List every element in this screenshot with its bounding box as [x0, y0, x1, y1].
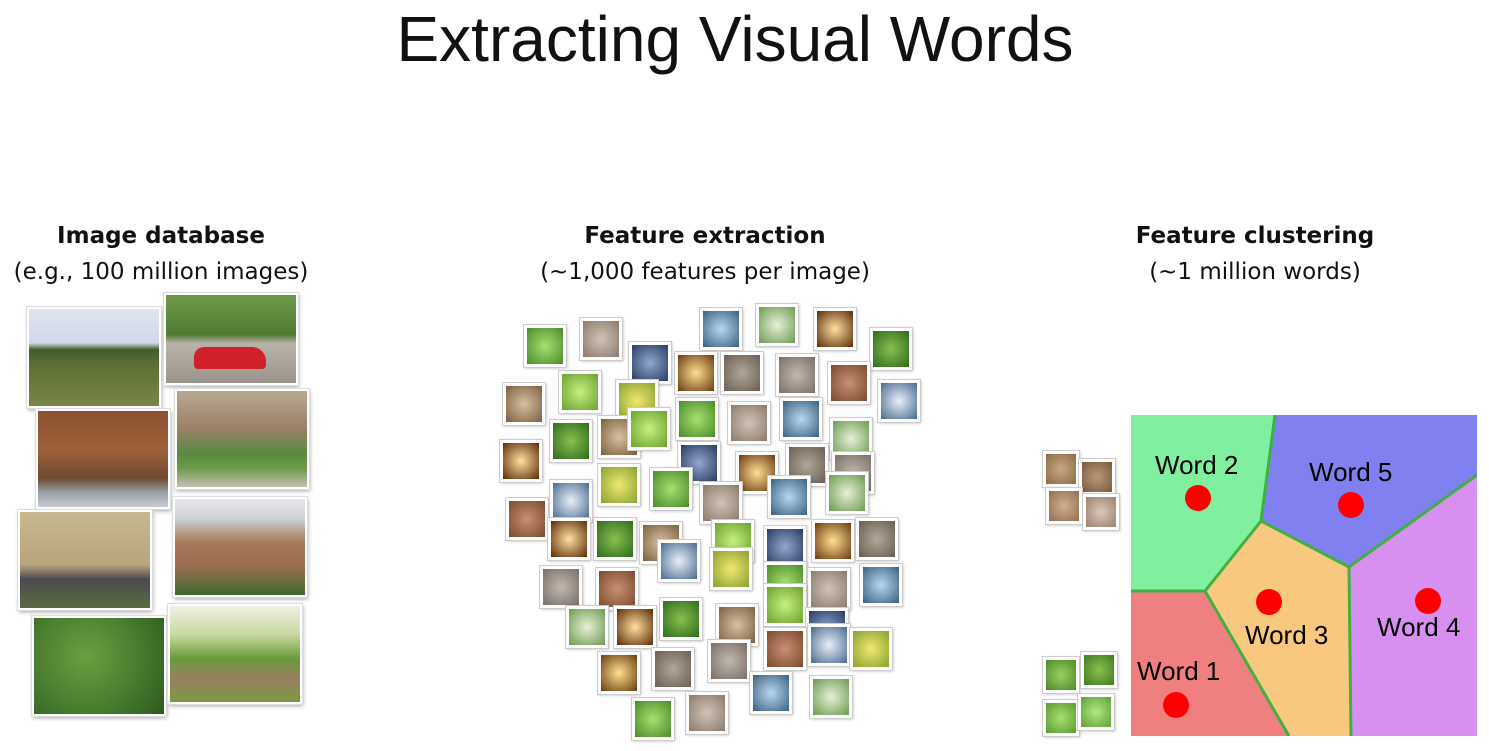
feature-patch	[808, 568, 850, 610]
feature-patch	[826, 472, 868, 514]
photo-people-wall	[18, 510, 152, 610]
column-image-database: Image database (e.g., 100 million images…	[0, 218, 322, 290]
word-5-label: Word 5	[1309, 457, 1392, 487]
feature-patch	[650, 468, 692, 510]
feature-patch	[776, 354, 818, 396]
feature-patch	[814, 308, 856, 350]
column-feature-extraction: Feature extraction (~1,000 features per …	[520, 218, 890, 290]
feature-patch	[503, 383, 545, 425]
feature-patch	[1081, 652, 1117, 688]
column-subheading: (~1,000 features per image)	[540, 259, 870, 285]
feature-patch	[870, 328, 912, 370]
feature-patch	[710, 548, 752, 590]
photo-field	[27, 307, 161, 408]
word-3-center	[1256, 589, 1282, 615]
feature-patch	[540, 566, 582, 608]
feature-patch	[594, 518, 636, 560]
feature-patch	[580, 318, 622, 360]
word-4-region	[1349, 475, 1477, 736]
feature-patch	[629, 342, 671, 384]
visual-word-voronoi-map: Word 2 Word 5 Word 3 Word 4 Word 1	[1131, 415, 1477, 736]
column-feature-clustering: Feature clustering (~1 million words)	[1110, 218, 1400, 290]
column-heading: Feature clustering	[1135, 223, 1375, 249]
feature-patch	[1043, 700, 1079, 736]
feature-patch	[675, 352, 717, 394]
feature-patch	[550, 420, 592, 462]
feature-patch	[750, 672, 792, 714]
feature-patch	[550, 480, 592, 522]
feature-patch	[559, 371, 601, 413]
feature-patch	[548, 518, 590, 560]
photo-cottage	[173, 497, 307, 597]
voronoi-borders	[1131, 415, 1477, 736]
feature-patch	[652, 648, 694, 690]
feature-patch	[500, 440, 542, 482]
feature-patch	[628, 408, 670, 450]
feature-patch	[676, 398, 718, 440]
photo-building	[36, 409, 170, 509]
word-1-center	[1163, 692, 1189, 718]
feature-patch	[1043, 657, 1079, 693]
feature-patch	[756, 304, 798, 346]
word-2-center	[1185, 485, 1211, 511]
column-subheading: (~1 million words)	[1149, 259, 1361, 285]
feature-patch	[728, 402, 770, 444]
feature-patch	[808, 624, 850, 666]
feature-patch	[700, 482, 742, 524]
photo-house-garden	[175, 389, 309, 489]
feature-patch	[878, 380, 920, 422]
word-4-label: Word 4	[1377, 612, 1460, 642]
feature-patch	[708, 640, 750, 682]
feature-patch	[596, 568, 638, 610]
feature-patch	[686, 692, 728, 734]
feature-patch	[598, 652, 640, 694]
column-subheading: (e.g., 100 million images)	[13, 259, 309, 285]
feature-patch	[506, 498, 548, 540]
feature-patch	[1083, 494, 1119, 530]
feature-patch	[1079, 459, 1115, 495]
feature-patch	[566, 606, 608, 648]
feature-patch	[764, 628, 806, 670]
photo-park-path	[168, 604, 302, 704]
feature-patch	[524, 325, 566, 367]
word-5-region	[1261, 415, 1477, 567]
word-5-center	[1338, 492, 1364, 518]
feature-patch	[700, 308, 742, 350]
feature-patch	[764, 584, 806, 626]
photo-street-car	[164, 293, 298, 385]
feature-patch	[1078, 694, 1114, 730]
photo-hedge	[32, 616, 166, 716]
word-3-region	[1205, 521, 1351, 736]
feature-patch	[614, 606, 656, 648]
feature-patch	[828, 362, 870, 404]
feature-patch	[721, 352, 763, 394]
feature-patch	[768, 476, 810, 518]
feature-patch	[810, 676, 852, 718]
word-1-label: Word 1	[1137, 656, 1220, 686]
feature-patch	[598, 464, 640, 506]
feature-patch	[850, 628, 892, 670]
column-heading: Image database	[57, 223, 265, 249]
slide-title: Extracting Visual Words	[396, 3, 1074, 75]
feature-patch	[780, 398, 822, 440]
column-heading: Feature extraction	[584, 223, 826, 249]
feature-patch	[632, 698, 674, 740]
word-2-label: Word 2	[1155, 450, 1238, 480]
feature-patch	[1046, 488, 1082, 524]
feature-patch	[660, 598, 702, 640]
feature-patch	[658, 540, 700, 582]
word-3-label: Word 3	[1245, 620, 1328, 650]
feature-patch	[1043, 451, 1079, 487]
word-4-center	[1415, 588, 1441, 614]
feature-patch	[860, 564, 902, 606]
feature-patch	[856, 518, 898, 560]
feature-patch	[812, 520, 854, 562]
